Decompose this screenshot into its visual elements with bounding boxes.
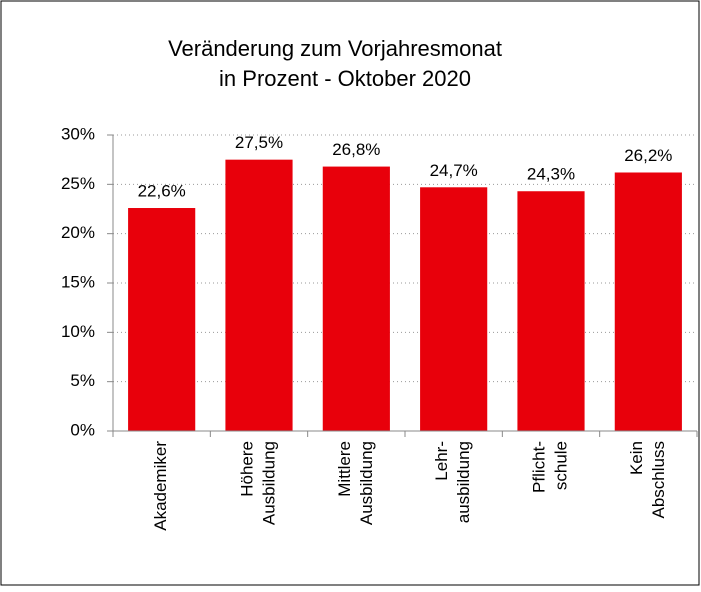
y-tick-label: 20% — [61, 223, 95, 242]
bar — [225, 159, 293, 431]
value-label: 27,5% — [235, 133, 283, 152]
value-label: 26,2% — [624, 146, 672, 165]
x-tick-label: ausbildung — [454, 441, 473, 523]
bar — [614, 172, 682, 431]
bar — [322, 166, 390, 431]
y-tick-label: 10% — [61, 322, 95, 341]
chart-title: Veränderung zum Vorjahresmonat — [168, 36, 502, 61]
value-label: 22,6% — [138, 181, 186, 200]
y-tick-label: 0% — [70, 420, 95, 439]
x-tick-label: Pflicht- — [529, 441, 548, 493]
value-label: 24,3% — [527, 165, 575, 184]
x-tick-label: schule — [551, 441, 570, 490]
value-label: 24,7% — [430, 161, 478, 180]
x-tick-label: Mittlere — [335, 441, 354, 497]
bar — [420, 187, 488, 431]
x-tick-label: Abschluss — [649, 441, 668, 518]
y-tick-label: 30% — [61, 124, 95, 143]
x-tick-label: Höhere — [237, 441, 256, 497]
bar — [128, 208, 196, 431]
x-tick-label: Lehr- — [432, 441, 451, 481]
x-tick-label: Kein — [627, 441, 646, 475]
x-tick-label: Ausbildung — [259, 441, 278, 525]
value-label: 26,8% — [332, 140, 380, 159]
x-tick-label: Ausbildung — [357, 441, 376, 525]
y-tick-label: 25% — [61, 174, 95, 193]
bar — [517, 191, 585, 431]
x-tick-label: Akademiker — [151, 441, 170, 531]
y-tick-label: 15% — [61, 272, 95, 291]
chart-title: in Prozent - Oktober 2020 — [219, 66, 471, 91]
y-tick-label: 5% — [70, 371, 95, 390]
